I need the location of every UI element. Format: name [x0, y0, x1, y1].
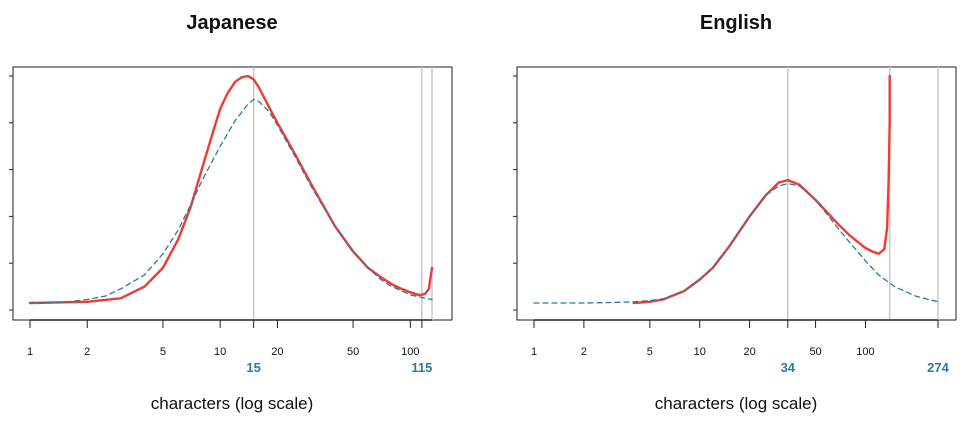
chart-title: English: [700, 12, 772, 34]
observed-curve-solid: [28, 74, 434, 305]
x-tick-label: 10: [214, 346, 226, 358]
plot-frame: [12, 66, 453, 321]
fitted-curve-dashed: [29, 98, 433, 304]
marker-label: 15: [246, 360, 260, 375]
x-tick-label: 20: [743, 346, 755, 358]
x-tick-label: 50: [347, 346, 359, 358]
x-tick-label: 1: [531, 346, 537, 358]
x-axis-label: characters (log scale): [151, 394, 314, 413]
x-tick-label: 2: [84, 346, 90, 358]
marker-label: 34: [781, 360, 796, 375]
x-tick-label: 50: [809, 346, 821, 358]
x-tick-label: 2: [581, 346, 587, 358]
marker-label: 115: [411, 360, 432, 375]
observed-curve-solid: [632, 74, 891, 305]
x-tick-label: 10: [694, 346, 706, 358]
chart-panel-english: English 1 2 5 10 20 50 100 34 274 characters (log …: [513, 12, 957, 413]
chart-title: Japanese: [186, 12, 277, 34]
marker-label: 274: [927, 360, 949, 375]
x-tick-label: 100: [856, 346, 874, 358]
x-axis-label: characters (log scale): [655, 394, 818, 413]
x-tick-label: 100: [401, 346, 419, 358]
x-tick-label: 5: [160, 346, 166, 358]
x-tick-label: 5: [647, 346, 653, 358]
chart-panel-japanese: Japanese 1 2 5 10 20 50 100 15 115 characters (log…: [9, 12, 453, 413]
fitted-curve-dashed: [533, 182, 939, 304]
x-tick-label: 1: [27, 346, 33, 358]
x-tick-label: 20: [271, 346, 283, 358]
